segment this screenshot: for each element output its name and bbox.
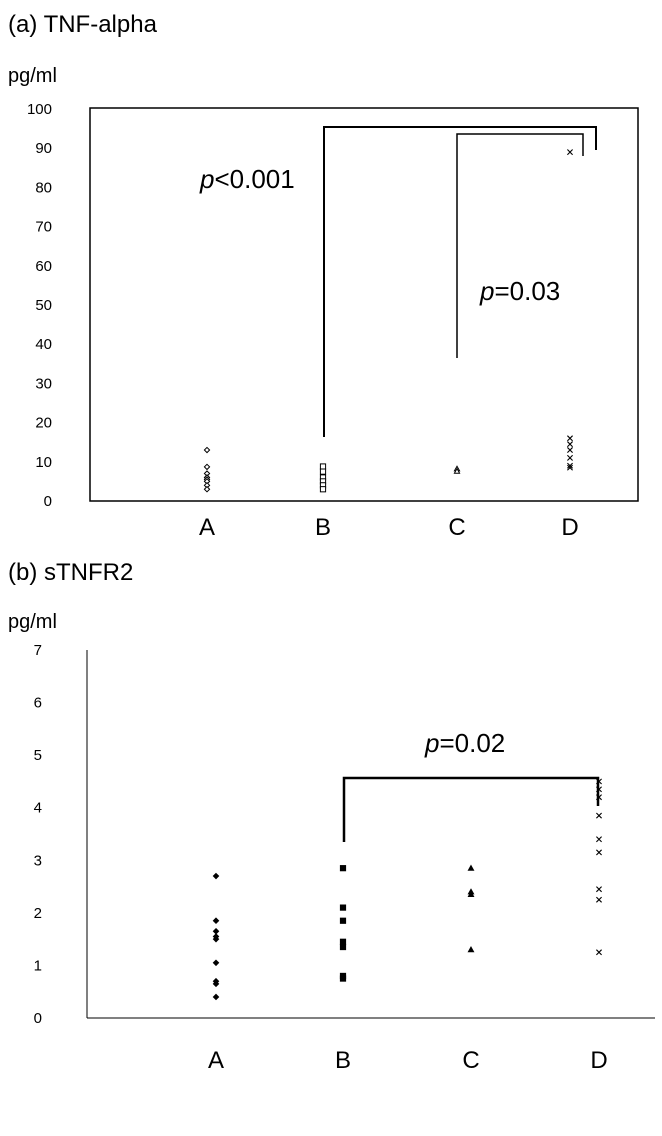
panel-b-x-ticks: A B C D — [208, 1047, 608, 1074]
y-tick-label: 40 — [35, 336, 52, 353]
data-point-d — [567, 447, 573, 454]
panel-b-data-points — [212, 778, 602, 1001]
x-tick-label: A — [199, 514, 215, 541]
data-point-b — [339, 917, 347, 924]
data-point-c — [467, 890, 475, 898]
data-point-a — [212, 917, 220, 925]
panel-a-tnf-alpha: (a) TNF-alpha pg/ml 0 10 20 30 40 50 60 70 80 90 1… — [8, 11, 639, 541]
data-point-b — [319, 463, 327, 470]
data-point-d — [567, 435, 573, 442]
data-point-b — [339, 904, 347, 911]
data-point-d — [567, 454, 573, 461]
x-tick-label: C — [462, 1047, 479, 1074]
data-point-d — [596, 836, 602, 843]
y-tick-label: 5 — [34, 747, 42, 764]
y-tick-label: 7 — [34, 642, 42, 659]
y-tick-label: 10 — [35, 454, 52, 471]
data-point-c — [467, 946, 475, 953]
y-tick-label: 90 — [35, 140, 52, 157]
y-tick-label: 0 — [44, 493, 52, 510]
x-tick-label: A — [208, 1047, 224, 1074]
data-point-d — [567, 462, 573, 469]
y-tick-label: 6 — [34, 695, 42, 712]
data-point-a — [203, 446, 211, 454]
x-tick-label: D — [561, 514, 578, 541]
x-tick-label: D — [590, 1047, 607, 1074]
panel-b-y-ticks: 0 1 2 3 4 5 6 7 — [34, 642, 42, 1027]
data-point-d — [596, 886, 602, 893]
x-tick-label: B — [335, 1047, 351, 1074]
bracket-b-d — [342, 776, 600, 842]
panel-b-y-unit: pg/ml — [8, 611, 57, 633]
bracket-c-d — [456, 133, 584, 358]
panel-a-p-value-cd: p=0.03 — [479, 276, 560, 306]
data-point-b — [339, 975, 347, 982]
panel-b-stnfr2: (b) sTNFR2 pg/ml 0 1 2 3 4 5 6 7 A B C D p=0.02 — [8, 559, 655, 1074]
y-tick-label: 0 — [34, 1010, 42, 1027]
panel-a-p-value-bd: p<0.001 — [199, 164, 295, 194]
data-point-a — [212, 927, 220, 935]
data-point-b — [319, 486, 327, 493]
y-tick-label: 2 — [34, 905, 42, 922]
y-tick-label: 50 — [35, 297, 52, 314]
panel-a-title: (a) TNF-alpha — [8, 11, 158, 38]
panel-a-y-ticks: 0 10 20 30 40 50 60 70 80 90 100 — [27, 101, 52, 510]
y-tick-label: 4 — [34, 800, 42, 817]
x-tick-label: C — [448, 514, 465, 541]
data-point-d — [596, 778, 602, 785]
data-point-c — [453, 467, 461, 474]
data-point-a — [212, 959, 220, 967]
data-point-d — [596, 812, 602, 819]
data-point-d — [596, 896, 602, 903]
panel-a-significance-brackets — [323, 126, 597, 437]
y-tick-label: 80 — [35, 179, 52, 196]
y-tick-label: 70 — [35, 219, 52, 236]
data-point-b — [339, 865, 347, 872]
data-point-a — [212, 872, 220, 880]
panel-b-significance-brackets — [342, 776, 600, 842]
data-point-d — [596, 786, 602, 793]
data-point-d — [596, 794, 602, 801]
data-point-a — [212, 993, 220, 1001]
data-point-a — [203, 485, 211, 493]
data-point-a — [203, 463, 211, 471]
data-point-d — [596, 849, 602, 856]
y-tick-label: 100 — [27, 101, 52, 118]
y-tick-label: 60 — [35, 258, 52, 275]
data-point-b — [339, 938, 347, 945]
data-point-c — [467, 864, 475, 871]
panel-a-plot-frame — [89, 107, 639, 502]
y-tick-label: 30 — [35, 375, 52, 392]
x-tick-label: B — [315, 514, 331, 541]
y-tick-label: 1 — [34, 957, 42, 974]
data-point-b — [339, 943, 347, 951]
data-point-d — [567, 441, 573, 448]
y-tick-label: 3 — [34, 852, 42, 869]
panel-b-title: (b) sTNFR2 — [8, 559, 133, 586]
y-tick-label: 20 — [35, 415, 52, 432]
panel-b-p-value-bd: p=0.02 — [424, 728, 505, 758]
panel-a-y-unit: pg/ml — [8, 65, 57, 87]
data-point-d — [567, 149, 573, 156]
data-point-a — [212, 935, 220, 943]
panel-a-x-ticks: A B C D — [199, 514, 579, 541]
data-point-d — [596, 949, 602, 956]
data-point-b — [319, 468, 327, 475]
data-point-d — [567, 464, 573, 471]
bracket-b-d — [323, 126, 597, 437]
panel-a-data-points — [203, 149, 573, 493]
data-point-a — [212, 980, 220, 988]
panel-b-axes — [86, 650, 655, 1019]
